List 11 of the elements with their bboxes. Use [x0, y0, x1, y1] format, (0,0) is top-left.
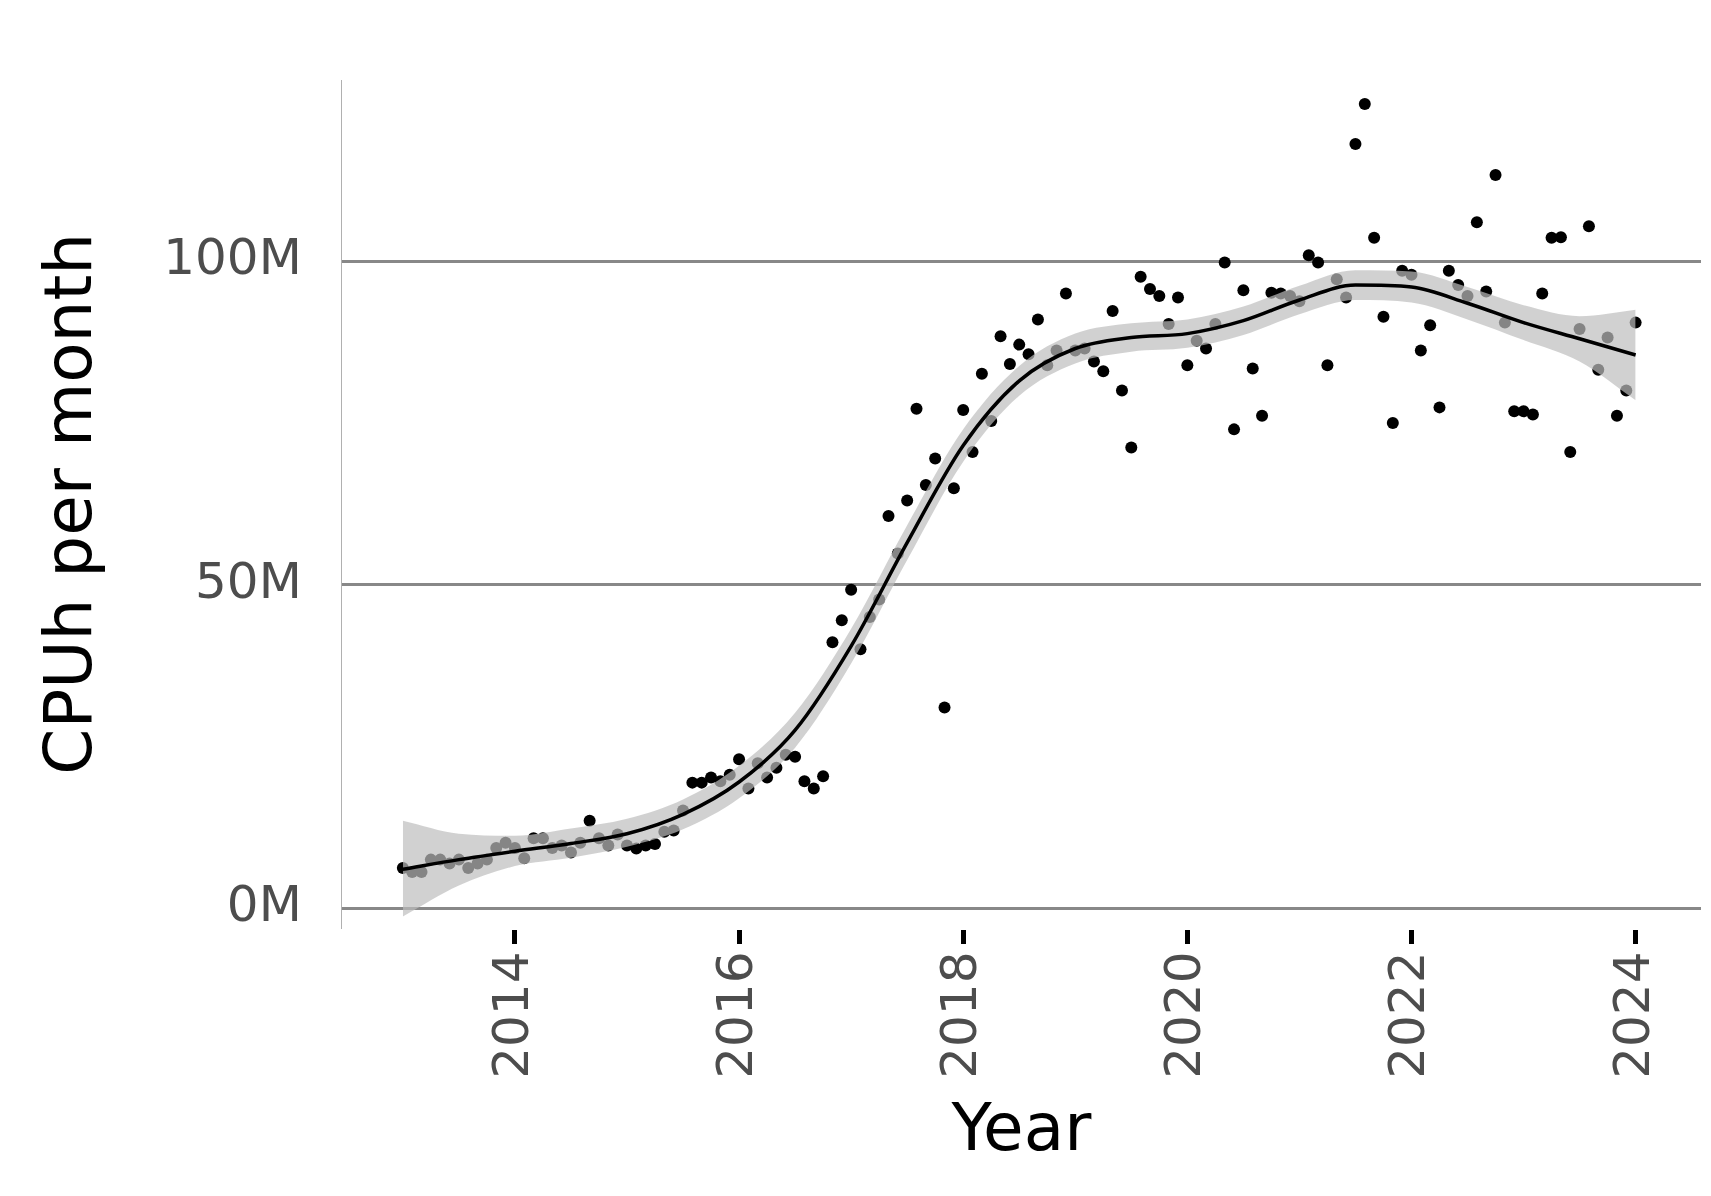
x-tick-label: 2022	[1378, 951, 1437, 1079]
y-tick-label: 0M	[226, 875, 302, 934]
x-axis-title: Year	[950, 1088, 1093, 1166]
x-tick-label: 2014	[481, 951, 540, 1079]
y-axis-title: CPUh per month	[29, 232, 107, 775]
x-tick-label: 2020	[1154, 951, 1213, 1079]
x-tick-label: 2018	[930, 951, 989, 1079]
y-tick-label: 100M	[163, 228, 302, 287]
x-tick-label: 2016	[706, 951, 765, 1079]
y-tick-label: 50M	[195, 551, 302, 610]
x-tick-label: 2024	[1602, 951, 1661, 1079]
